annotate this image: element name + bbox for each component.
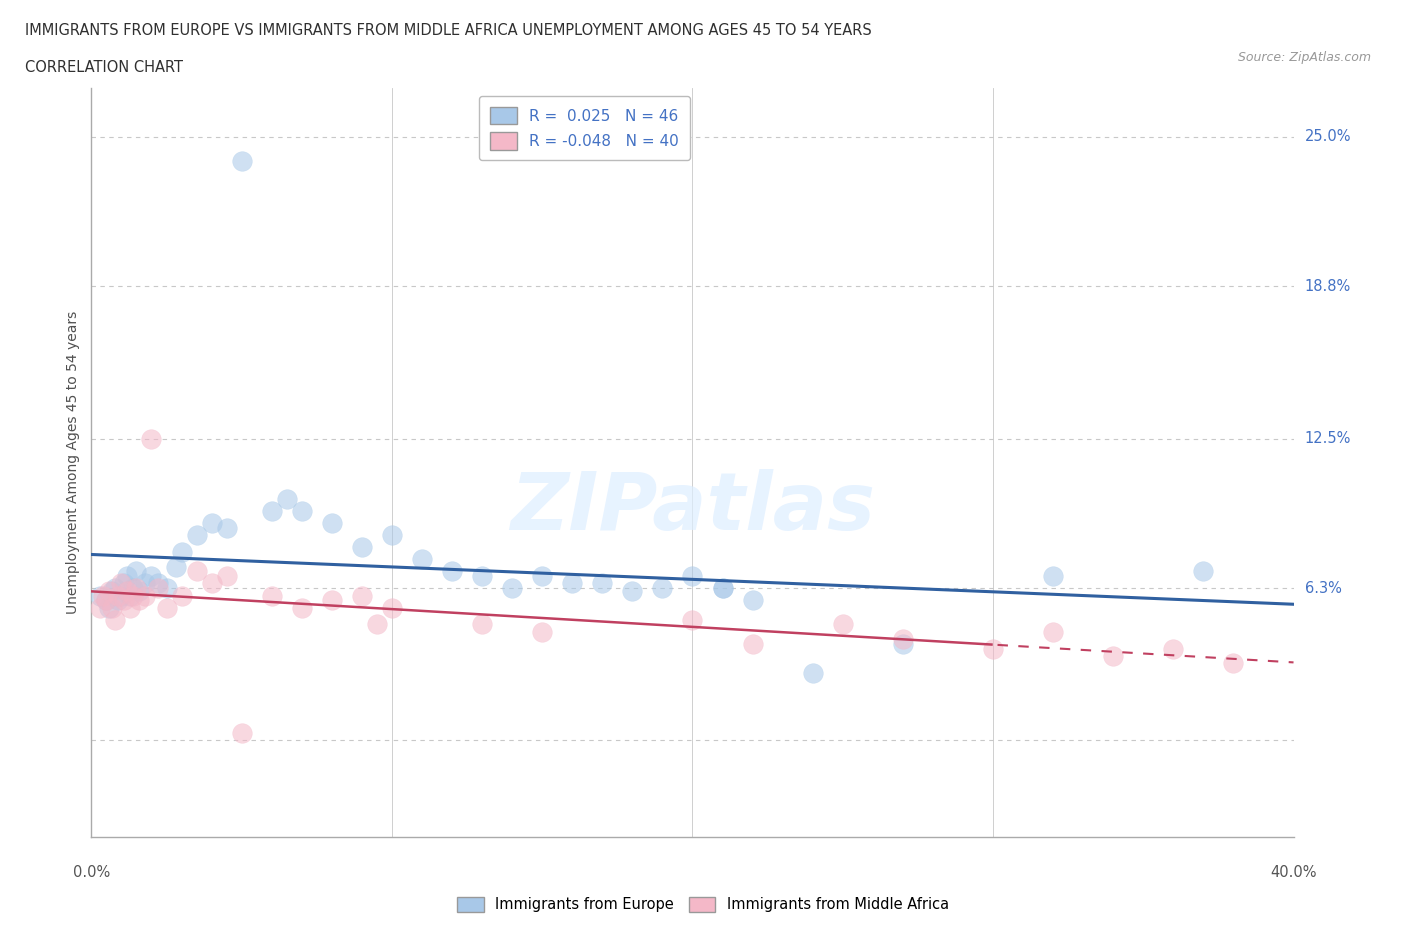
Text: Source: ZipAtlas.com: Source: ZipAtlas.com [1237,51,1371,64]
Point [681,612,703,627]
Point [1042,624,1064,639]
Point [114,576,136,591]
Point [146,581,169,596]
Point [89,600,111,615]
Point [186,527,208,542]
Point [104,612,127,627]
Point [366,617,388,631]
Point [381,600,404,615]
Point [122,581,145,596]
Point [101,583,124,598]
Text: 40.0%: 40.0% [1270,865,1317,880]
Point [141,569,163,584]
Point [291,503,314,518]
Y-axis label: Unemployment Among Ages 45 to 54 years: Unemployment Among Ages 45 to 54 years [66,311,80,615]
Point [231,725,253,740]
Point [440,564,463,578]
Point [134,588,156,603]
Point [1161,641,1184,656]
Point [110,588,132,603]
Point [96,593,118,608]
Point [120,588,142,603]
Point [291,600,314,615]
Point [501,581,523,596]
Point [621,583,644,598]
Point [471,569,494,584]
Point [120,600,142,615]
Point [711,581,734,596]
Point [128,593,150,608]
Point [93,588,115,603]
Point [321,593,343,608]
Point [411,551,433,566]
Point [1222,656,1244,671]
Point [891,631,914,646]
Point [651,581,673,596]
Point [117,583,139,598]
Text: ZIPatlas: ZIPatlas [510,469,875,547]
Point [591,576,613,591]
Text: 12.5%: 12.5% [1305,431,1351,446]
Point [141,432,163,446]
Text: 25.0%: 25.0% [1305,129,1351,144]
Point [107,588,129,603]
Point [891,636,914,651]
Point [260,588,283,603]
Point [350,539,373,554]
Point [981,641,1004,656]
Point [155,600,177,615]
Point [170,545,193,560]
Legend: R =  0.025   N = 46, R = -0.048   N = 40: R = 0.025 N = 46, R = -0.048 N = 40 [479,96,690,160]
Text: 18.8%: 18.8% [1305,279,1351,294]
Point [561,576,583,591]
Point [831,617,853,631]
Point [381,527,404,542]
Point [114,593,136,608]
Legend: Immigrants from Europe, Immigrants from Middle Africa: Immigrants from Europe, Immigrants from … [451,891,955,918]
Point [186,564,208,578]
Point [96,593,118,608]
Point [110,576,132,591]
Text: CORRELATION CHART: CORRELATION CHART [25,60,183,75]
Point [146,576,169,591]
Text: 0.0%: 0.0% [73,865,110,880]
Point [215,569,238,584]
Point [155,581,177,596]
Point [801,665,824,680]
Point [321,515,343,530]
Text: 6.3%: 6.3% [1305,580,1341,596]
Point [260,503,283,518]
Point [711,581,734,596]
Point [276,491,298,506]
Point [104,581,127,596]
Point [125,581,148,596]
Point [1102,648,1125,663]
Point [201,515,224,530]
Point [681,569,703,584]
Point [89,588,111,603]
Point [1042,569,1064,584]
Point [122,588,145,603]
Point [471,617,494,631]
Point [125,564,148,578]
Point [741,636,763,651]
Point [134,576,156,591]
Point [741,593,763,608]
Point [101,600,124,615]
Point [128,583,150,598]
Point [215,521,238,536]
Point [201,576,224,591]
Text: IMMIGRANTS FROM EUROPE VS IMMIGRANTS FROM MIDDLE AFRICA UNEMPLOYMENT AMONG AGES : IMMIGRANTS FROM EUROPE VS IMMIGRANTS FRO… [25,23,872,38]
Point [531,569,554,584]
Point [107,593,129,608]
Point [531,624,554,639]
Point [350,588,373,603]
Point [165,559,187,574]
Point [231,153,253,168]
Point [117,569,139,584]
Point [98,583,121,598]
Point [98,600,121,615]
Point [1192,564,1215,578]
Point [170,588,193,603]
